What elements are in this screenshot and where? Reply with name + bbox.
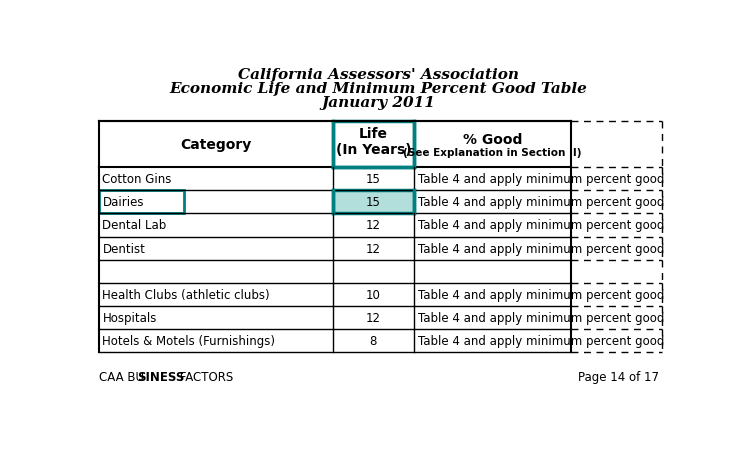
Text: Table 4 and apply minimum percent good: Table 4 and apply minimum percent good	[418, 219, 664, 232]
Text: Life
(In Years): Life (In Years)	[336, 127, 411, 157]
Text: SINESS: SINESS	[137, 370, 185, 383]
Text: 12: 12	[366, 242, 381, 255]
Text: Dental Lab: Dental Lab	[103, 219, 167, 232]
Text: Cotton Gins: Cotton Gins	[103, 173, 172, 186]
Text: % Good: % Good	[463, 133, 522, 147]
Text: 15: 15	[366, 173, 381, 186]
Text: Table 4 and apply minimum percent good: Table 4 and apply minimum percent good	[418, 173, 664, 186]
Text: Page 14 of 17: Page 14 of 17	[578, 370, 659, 383]
Text: 10: 10	[366, 288, 381, 301]
Bar	[333, 191, 414, 214]
Text: 15: 15	[366, 196, 381, 209]
Text: Hotels & Motels (Furnishings): Hotels & Motels (Furnishings)	[103, 334, 276, 347]
Text: 12: 12	[366, 219, 381, 232]
Text: 8: 8	[370, 334, 377, 347]
Text: Hospitals: Hospitals	[103, 311, 157, 324]
Text: (See Explanation in Section II): (See Explanation in Section II)	[403, 147, 582, 157]
Text: Table 4 and apply minimum percent good: Table 4 and apply minimum percent good	[418, 288, 664, 301]
Text: Table 4 and apply minimum percent good: Table 4 and apply minimum percent good	[418, 242, 664, 255]
Text: Table 4 and apply minimum percent good: Table 4 and apply minimum percent good	[418, 196, 664, 209]
Text: January 2011: January 2011	[321, 96, 436, 110]
Text: FACTORS: FACTORS	[176, 370, 234, 383]
Text: Table 4 and apply minimum percent good: Table 4 and apply minimum percent good	[418, 334, 664, 347]
Text: Dairies: Dairies	[103, 196, 144, 209]
Text: Dentist: Dentist	[103, 242, 146, 255]
Text: Economic Life and Minimum Percent Good Table: Economic Life and Minimum Percent Good T…	[170, 82, 588, 96]
Text: Health Clubs (athletic clubs): Health Clubs (athletic clubs)	[103, 288, 270, 301]
Text: Category: Category	[180, 138, 251, 152]
Text: CAA BU: CAA BU	[98, 370, 143, 383]
Text: 12: 12	[366, 311, 381, 324]
Text: California Assessors' Association: California Assessors' Association	[238, 68, 520, 82]
Bar	[98, 191, 184, 214]
Text: Table 4 and apply minimum percent good: Table 4 and apply minimum percent good	[418, 311, 664, 324]
